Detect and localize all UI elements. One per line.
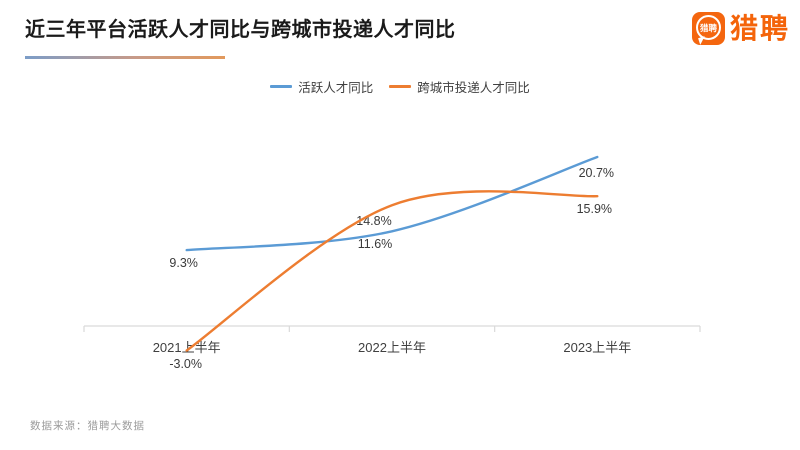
series-line-1 [185,190,599,352]
legend-line-swatch-orange [389,85,412,88]
title-underline-gradient [25,56,225,59]
data-label-blue-2023: 20.7% [578,166,615,181]
brand-name: 猎聘 [729,13,790,44]
legend-item-crosscity-talent: 跨城市投递人才同比 [389,77,530,96]
legend-item-active-talent: 活跃人才同比 [270,77,373,96]
data-label-blue-2022: 11.6% [357,237,393,252]
x-axis-label-2021: 2021上半年 [152,340,221,355]
data-label-orange-2022: 14.8% [356,214,392,229]
page-title: 近三年平台活跃人才同比与跨城市投递人才同比 [25,19,456,41]
data-label-orange-2023: 15.9% [576,202,613,217]
x-axis-label-2022: 2022上半年 [358,340,426,355]
x-axis-label-2023: 2023上半年 [563,340,632,355]
series-line-0 [185,155,599,252]
series-lines [185,155,599,352]
data-label-blue-2021: 9.3% [169,256,198,271]
bubble-ring-icon: 猎聘 [695,15,721,40]
data-label-orange-2021: -3.0% [169,357,202,372]
x-axis [83,325,701,332]
liepin-bubble-icon: 猎聘 [691,12,725,45]
legend-label: 活跃人才同比 [298,81,374,95]
legend-label: 跨城市投递人才同比 [417,81,530,95]
source-note: 数据来源：猎聘大数据 [30,420,145,432]
chart-legend: 活跃人才同比 跨城市投递人才同比 [0,77,800,96]
legend-line-swatch-blue [270,85,293,88]
brand-logo: 猎聘 猎聘 [691,12,790,45]
